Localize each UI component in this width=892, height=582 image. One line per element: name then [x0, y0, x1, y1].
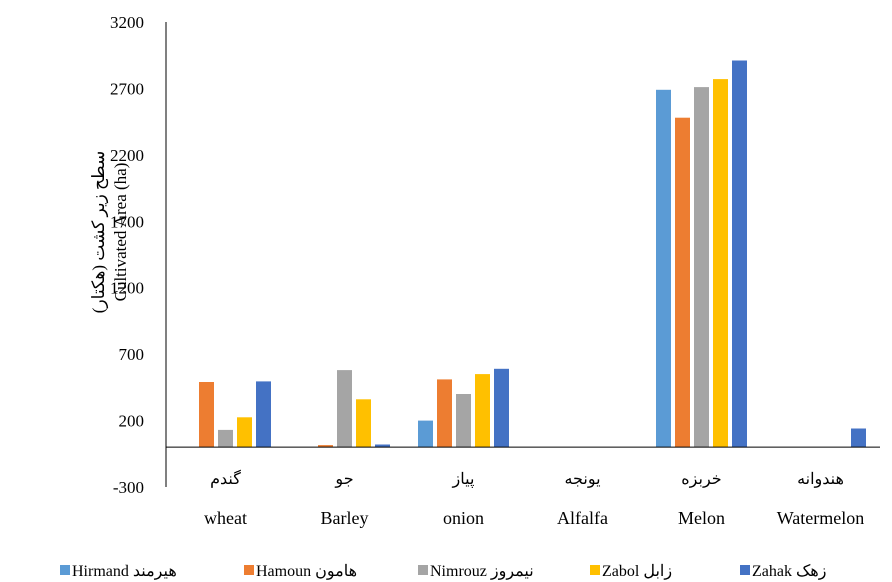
y-axis-label-en: Cultivated Area (ha): [111, 163, 130, 302]
bar-zabol: [475, 374, 490, 448]
y-axis-label-fa: سطح زیر کشت (هکتار): [89, 151, 109, 313]
category-label-en: Alfalfa: [557, 508, 608, 528]
y-tick-label: 1700: [110, 212, 144, 231]
bar-zahak: [375, 444, 390, 448]
bar-zabol: [713, 79, 728, 448]
bar-zahak: [256, 381, 271, 448]
category-label-fa: خربزه: [681, 471, 721, 488]
bar-hirmand: [656, 89, 671, 448]
bar-zahak: [732, 60, 747, 448]
bar-hamoun: [437, 379, 452, 448]
legend: Hirmand هیرمند Hamoun هامون Nimrouz نیمروز…: [60, 563, 826, 580]
legend-entry-hirmand: Hirmand هیرمند: [72, 563, 177, 580]
bar-nimrouz: [218, 429, 233, 448]
legend-swatch-hamoun: [244, 565, 254, 575]
bar-zabol: [356, 399, 371, 448]
bars: [199, 60, 866, 448]
category-label-fa: پیاز: [452, 471, 475, 488]
bar-hamoun: [675, 117, 690, 448]
bar-nimrouz: [337, 370, 352, 448]
category-label-fa: یونجه: [564, 471, 600, 488]
bar-zabol: [237, 417, 252, 448]
category-label-en: onion: [443, 508, 484, 528]
category-labels: گندم wheat جو Barley پیاز onion یونجه Alfalfa خر…: [204, 469, 864, 528]
legend-entry-zahak: Zahak زهک: [752, 563, 826, 580]
bar-hamoun: [318, 445, 333, 448]
bar-hirmand: [418, 420, 433, 448]
y-tick-label: 2200: [110, 146, 144, 165]
y-tick-label: 3200: [110, 13, 144, 32]
axes: [165, 22, 880, 487]
y-tick-label: 1200: [110, 279, 144, 298]
category-label-en: Barley: [321, 508, 369, 528]
y-axis-ticks: -300 200 700 1200 1700 2200 2700 3200: [110, 13, 144, 497]
legend-swatch-hirmand: [60, 565, 70, 575]
legend-swatch-zahak: [740, 565, 750, 575]
bar-hamoun: [199, 382, 214, 448]
category-label-en: Watermelon: [777, 508, 865, 528]
category-label-fa: هندوانه: [797, 471, 844, 488]
y-tick-label: 700: [119, 345, 145, 364]
y-tick-label: 2700: [110, 79, 144, 98]
legend-swatch-zabol: [590, 565, 600, 575]
bar-zahak: [494, 368, 509, 448]
legend-entry-zabol: Zabol زابل: [602, 563, 672, 580]
bar-nimrouz: [456, 394, 471, 448]
category-label-en: wheat: [204, 508, 247, 528]
legend-swatch-nimrouz: [418, 565, 428, 575]
legend-entry-nimrouz: Nimrouz نیمروز: [430, 563, 534, 580]
bar-zahak: [851, 428, 866, 448]
y-tick-label: -300: [113, 478, 144, 497]
bar-nimrouz: [694, 87, 709, 448]
category-label-en: Melon: [678, 508, 725, 528]
y-tick-label: 200: [119, 412, 145, 431]
category-label-fa: گندم: [210, 469, 241, 488]
category-label-fa: جو: [334, 471, 353, 488]
legend-entry-hamoun: Hamoun هامون: [256, 563, 357, 580]
